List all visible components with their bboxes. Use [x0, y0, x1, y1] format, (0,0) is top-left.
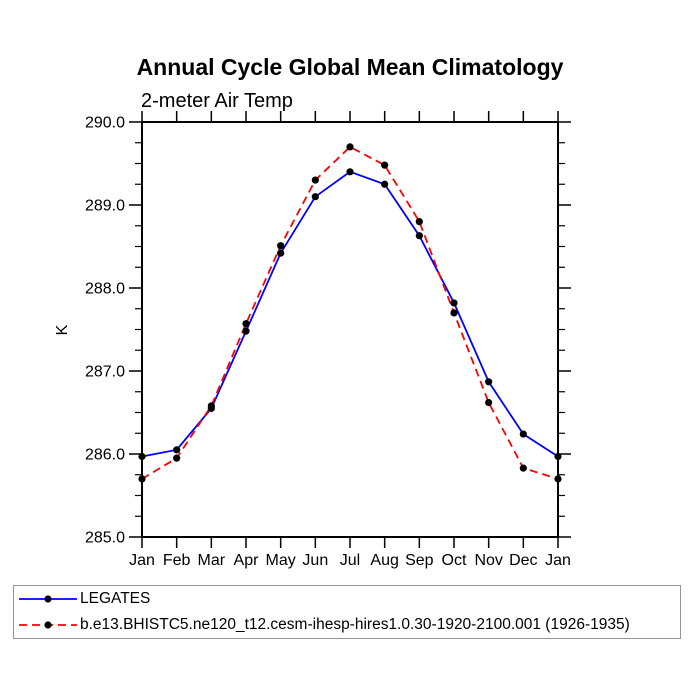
x-tick-label: May — [266, 552, 296, 569]
x-tick-label: Jul — [340, 552, 360, 569]
data-point-marker — [450, 309, 458, 317]
data-point-marker — [242, 320, 250, 328]
data-point-marker — [415, 218, 423, 226]
data-point-marker — [519, 430, 527, 438]
data-point-marker — [311, 193, 319, 201]
chart-title: Annual Cycle Global Mean Climatology — [137, 54, 564, 80]
legend-sample — [19, 595, 77, 603]
data-point-marker — [311, 176, 319, 184]
legend-item-legates: LEGATES — [18, 587, 680, 611]
series-line-1 — [141, 145, 559, 480]
legend-label: b.e13.BHISTC5.ne120_t12.cesm-ihesp-hires… — [80, 615, 630, 633]
x-tick-label: Sep — [405, 552, 434, 569]
legend-marker-dot-icon — [44, 595, 52, 603]
data-point-marker — [346, 143, 354, 151]
data-point-marker — [485, 398, 493, 407]
data-point-marker — [242, 327, 250, 335]
data-point-marker — [554, 475, 562, 483]
x-tick-label: Dec — [509, 552, 537, 569]
legend-label: LEGATES — [80, 590, 151, 608]
y-tick-label: 288.0 — [85, 281, 125, 298]
x-tick-label: Aug — [370, 552, 398, 569]
x-tick-label: Nov — [474, 552, 502, 569]
y-tick-label: 287.0 — [85, 364, 125, 381]
data-point-marker — [138, 452, 146, 461]
series — [138, 143, 562, 483]
y-axis-label: K — [54, 324, 71, 335]
x-tick-label: Oct — [442, 552, 467, 569]
y-tick-label: 289.0 — [85, 198, 125, 215]
data-point-marker — [173, 454, 181, 462]
x-tick-label: Jan — [129, 552, 155, 569]
y-tick-label: 286.0 — [85, 447, 125, 464]
legend-marker-dot-icon — [44, 621, 52, 629]
chart-subtitle: 2-meter Air Temp — [141, 90, 293, 112]
data-point-marker — [415, 232, 423, 240]
data-point-marker — [450, 299, 458, 307]
y-tick-label: 290.0 — [85, 115, 125, 132]
y-tick-label: 285.0 — [85, 530, 125, 547]
data-point-marker — [346, 168, 354, 176]
data-point-marker — [173, 446, 181, 454]
data-point-marker — [277, 242, 285, 250]
x-tick-label: Mar — [198, 552, 226, 569]
plot-frame — [141, 121, 559, 538]
series-line-0 — [141, 170, 559, 458]
legend-box: LEGATES b.e13.BHISTC5.ne120_t12.cesm-ihe… — [13, 585, 681, 639]
data-point-marker — [519, 464, 527, 472]
plot-area: Annual Cycle Global Mean Climatology 2-m… — [54, 54, 571, 569]
data-point-marker — [381, 161, 389, 169]
x-tick-label: Jun — [302, 552, 328, 569]
x-tick-label: Feb — [163, 552, 191, 569]
x-tick-label: Apr — [234, 552, 260, 569]
legend-sample — [19, 621, 77, 629]
data-point-marker — [277, 249, 285, 257]
x-tick-label: Jan — [545, 552, 571, 569]
data-point-marker — [485, 378, 493, 386]
data-point-marker — [138, 475, 146, 483]
data-point-marker — [554, 452, 562, 461]
legend-item-model: b.e13.BHISTC5.ne120_t12.cesm-ihesp-hires… — [18, 613, 680, 637]
data-point-marker — [207, 402, 215, 410]
axes: 285.0 286.0 287.0 288.0 289.0 290.0 Jan Feb Mar A… — [85, 111, 571, 569]
data-point-marker — [381, 180, 389, 188]
